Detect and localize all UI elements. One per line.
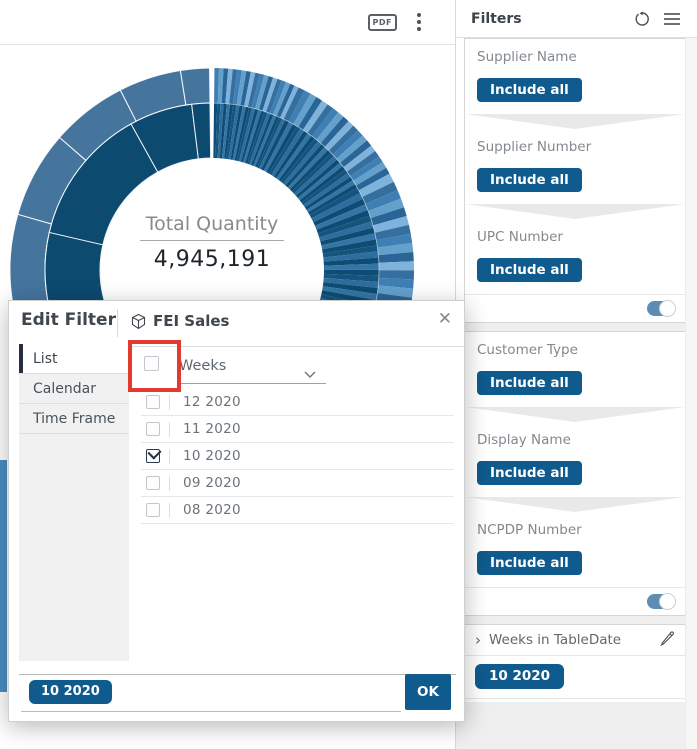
list-item[interactable]: 10 2020 — [141, 443, 454, 470]
chart-center-metric: Total Quantity 4,945,191 — [102, 213, 322, 272]
export-pdf-button[interactable]: PDF — [367, 13, 397, 31]
filter-label: NCPDP Number — [477, 522, 582, 538]
item-checkbox[interactable] — [146, 503, 160, 517]
item-checkbox[interactable] — [146, 449, 160, 463]
report-toolbar: PDF — [0, 0, 455, 45]
item-label: 11 2020 — [183, 421, 241, 437]
list-item[interactable]: 09 2020 — [141, 470, 454, 497]
donut-chart-rings — [9, 66, 414, 303]
filter-label: Customer Type — [477, 342, 578, 358]
filter-section-supplier-number: Supplier Number Include all — [465, 129, 685, 204]
include-all-button[interactable]: Include all — [477, 78, 582, 102]
include-all-button[interactable]: Include all — [477, 258, 582, 282]
filter-group-card: Customer Type Include all Display Name I… — [464, 331, 686, 616]
list-item[interactable]: 12 2020 — [141, 389, 454, 416]
section-separator-chevron — [465, 114, 685, 129]
chart-metric-value: 4,945,191 — [153, 247, 271, 272]
tab-list[interactable]: List — [19, 344, 129, 374]
dialog-header-divider — [127, 346, 464, 347]
date-filter-header[interactable]: › Weeks in TableDate — [465, 625, 685, 656]
panel-empty-area — [456, 702, 697, 749]
selected-week-chip[interactable]: 10 2020 — [475, 664, 565, 689]
attribute-dropdown-label[interactable]: Weeks — [179, 358, 227, 374]
filter-label: Supplier Name — [477, 49, 577, 65]
ok-button[interactable]: OK — [405, 674, 451, 710]
annotation-highlight-box — [128, 340, 181, 392]
filter-section-upc-number: UPC Number Include all — [465, 219, 685, 294]
dialog-sidebar: List Calendar Time Frame — [19, 344, 129, 661]
filter-enable-toggle[interactable] — [647, 300, 676, 317]
card-gap — [456, 323, 686, 331]
hamburger-menu-icon[interactable] — [661, 8, 683, 30]
filter-toggle-row — [465, 294, 685, 322]
selection-chip[interactable]: 10 2020 — [29, 680, 112, 704]
week-list: 12 2020 11 2020 10 2020 09 2020 08 2020 — [141, 389, 454, 524]
item-checkbox[interactable] — [146, 476, 160, 490]
filter-group-card: Supplier Name Include all Supplier Numbe… — [464, 38, 686, 323]
chevron-down-icon[interactable] — [304, 363, 316, 382]
close-icon[interactable]: ✕ — [437, 309, 452, 329]
filter-label: Supplier Number — [477, 139, 592, 155]
refresh-icon[interactable] — [631, 8, 653, 30]
section-separator-chevron — [465, 204, 685, 219]
filter-label: UPC Number — [477, 229, 563, 245]
list-item[interactable]: 11 2020 — [141, 416, 454, 443]
item-checkbox[interactable] — [146, 395, 160, 409]
filter-section-ncpdp-number: NCPDP Number Include all — [465, 512, 685, 587]
include-all-button[interactable]: Include all — [477, 371, 582, 395]
title-divider — [117, 309, 118, 337]
filters-title: Filters — [471, 10, 522, 27]
include-all-button[interactable]: Include all — [477, 461, 582, 485]
include-all-button[interactable]: Include all — [477, 168, 582, 192]
tab-time-frame[interactable]: Time Frame — [19, 404, 129, 434]
donut-chart[interactable]: Total Quantity 4,945,191 — [0, 45, 455, 303]
include-all-button[interactable]: Include all — [477, 551, 582, 575]
filters-panel-header: Filters — [456, 0, 697, 38]
list-item[interactable]: 08 2020 — [141, 497, 454, 524]
item-label: 09 2020 — [183, 475, 241, 491]
card-gap — [456, 616, 686, 624]
chart-metric-title: Total Quantity — [139, 213, 285, 241]
item-checkbox[interactable] — [146, 422, 160, 436]
tab-calendar[interactable]: Calendar — [19, 374, 129, 404]
filter-enable-toggle[interactable] — [647, 593, 676, 610]
dataset-name: FEI Sales — [153, 312, 230, 330]
edit-pencil-icon[interactable] — [659, 630, 675, 650]
date-filter-chip-row: 10 2020 — [465, 656, 685, 698]
item-label: 12 2020 — [183, 394, 241, 410]
dialog-title: Edit Filter — [21, 310, 116, 330]
filters-panel: Filters Supplier Name Include all — [455, 0, 697, 749]
filters-card-list: Supplier Name Include all Supplier Numbe… — [456, 38, 686, 749]
panel-scrollbar[interactable] — [685, 38, 697, 749]
selection-input-underline — [21, 711, 401, 712]
filter-section-customer-type: Customer Type Include all — [465, 332, 685, 407]
dataset-cube-icon — [130, 313, 147, 334]
filter-section-display-name: Display Name Include all — [465, 422, 685, 497]
more-options-icon[interactable] — [415, 11, 423, 33]
filter-label: Display Name — [477, 432, 571, 448]
item-label: 10 2020 — [183, 448, 241, 464]
select-all-checkbox[interactable] — [144, 356, 159, 371]
dialog-footer-divider — [19, 674, 456, 675]
section-separator-chevron — [465, 407, 685, 422]
chevron-right-icon: › — [475, 630, 481, 649]
item-label: 08 2020 — [183, 502, 241, 518]
section-separator-chevron — [465, 497, 685, 512]
attribute-dropdown-underline — [178, 383, 326, 384]
background-visual-fragment — [0, 460, 7, 692]
date-filter-label: Weeks in TableDate — [489, 632, 622, 648]
filter-toggle-row — [465, 587, 685, 615]
edit-filter-dialog: Edit Filter FEI Sales ✕ List Calendar Ti… — [8, 300, 465, 722]
filter-section-supplier-name: Supplier Name Include all — [465, 39, 685, 114]
